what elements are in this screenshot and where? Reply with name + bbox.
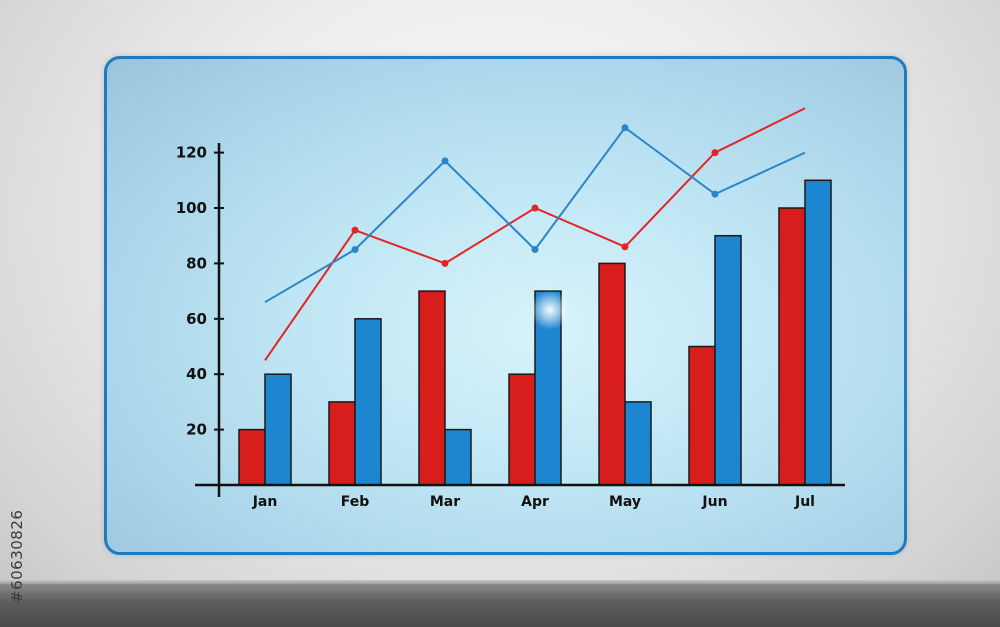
- bar-blue-apr: [534, 290, 562, 486]
- x-tick-label-jul: Jul: [794, 494, 815, 510]
- line-red-point-mar: [441, 259, 449, 267]
- x-tick-label-may: May: [609, 494, 641, 510]
- bar-red-apr: [508, 373, 536, 486]
- line-blue-point-mar: [441, 157, 449, 165]
- line-layer: [264, 107, 806, 361]
- chart-board: [104, 56, 907, 555]
- bar-blue-jan: [264, 373, 292, 486]
- floor: [0, 584, 1000, 627]
- bar-red-may: [598, 262, 626, 486]
- y-tick-label-40: 40: [186, 365, 207, 383]
- line-red-point-may: [621, 243, 629, 251]
- y-tick-label-120: 120: [176, 144, 207, 162]
- line-blue-point-may: [621, 124, 629, 132]
- y-tick-label-20: 20: [186, 421, 207, 439]
- bar-blue-jul: [804, 179, 832, 486]
- bar-red-jan: [238, 428, 266, 486]
- bar-red-jul: [778, 207, 806, 486]
- x-tick-label-feb: Feb: [341, 494, 370, 510]
- y-tick-label-100: 100: [176, 199, 207, 217]
- line-red-point-feb: [351, 226, 359, 234]
- line-red-point-jun: [711, 149, 719, 157]
- line-red-point-apr: [531, 204, 539, 212]
- line-blue-point-apr: [531, 246, 539, 254]
- bar-blue-feb: [354, 318, 382, 486]
- floor-edge: [0, 580, 1000, 586]
- bar-blue-mar: [444, 428, 472, 486]
- bar-blue-jun: [714, 234, 742, 486]
- bar-red-mar: [418, 290, 446, 486]
- axes: [195, 143, 845, 497]
- bar-layer: [238, 179, 832, 486]
- y-tick-label-60: 60: [186, 310, 207, 328]
- bar-blue-may: [624, 401, 652, 486]
- x-tick-label-jan: Jan: [252, 494, 278, 510]
- bar-red-feb: [328, 401, 356, 486]
- bar-red-jun: [688, 345, 716, 486]
- x-tick-label-jun: Jun: [701, 494, 727, 510]
- x-tick-label-apr: Apr: [521, 494, 549, 510]
- line-blue-point-feb: [351, 246, 359, 254]
- x-tick-label-mar: Mar: [430, 494, 460, 510]
- y-tick-label-80: 80: [186, 254, 207, 272]
- tick-labels: 20 40 60 80 100 120 Jan Feb Mar Apr May Jun Jul: [176, 144, 815, 510]
- line-blue-point-jun: [711, 190, 719, 198]
